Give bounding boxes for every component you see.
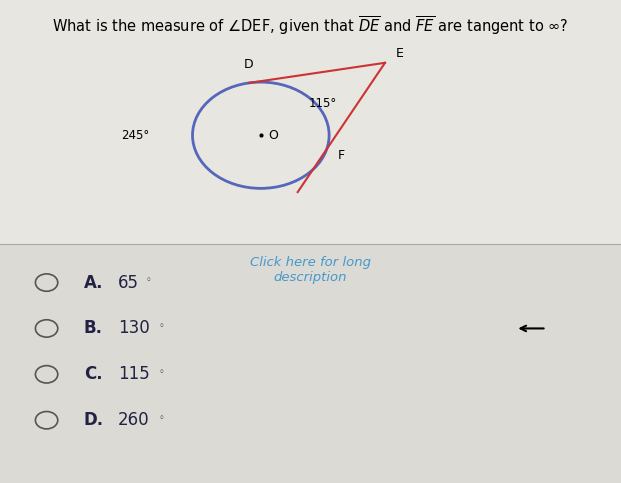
Text: 115: 115 xyxy=(118,365,150,384)
Text: ◦: ◦ xyxy=(159,367,165,377)
Text: 65: 65 xyxy=(118,273,139,292)
Text: C.: C. xyxy=(84,365,102,384)
Text: 115°: 115° xyxy=(309,97,337,110)
Text: Click here for long
description: Click here for long description xyxy=(250,256,371,284)
Text: D: D xyxy=(244,58,254,71)
Text: 260: 260 xyxy=(118,411,150,429)
Text: 245°: 245° xyxy=(121,129,149,142)
Text: O: O xyxy=(268,129,278,142)
Text: A.: A. xyxy=(84,273,103,292)
Text: 130: 130 xyxy=(118,319,150,338)
Text: What is the measure of ∠​DEF, given that $\overline{DE}$ and $\overline{FE}$ are: What is the measure of ∠​DEF, given that… xyxy=(52,14,569,37)
Text: ◦: ◦ xyxy=(145,275,151,285)
Text: B.: B. xyxy=(84,319,103,338)
Text: F: F xyxy=(338,149,345,162)
Text: E: E xyxy=(396,47,404,60)
Text: D.: D. xyxy=(84,411,104,429)
Text: ◦: ◦ xyxy=(159,321,165,331)
Text: ◦: ◦ xyxy=(159,413,165,423)
Bar xyxy=(0,244,621,483)
